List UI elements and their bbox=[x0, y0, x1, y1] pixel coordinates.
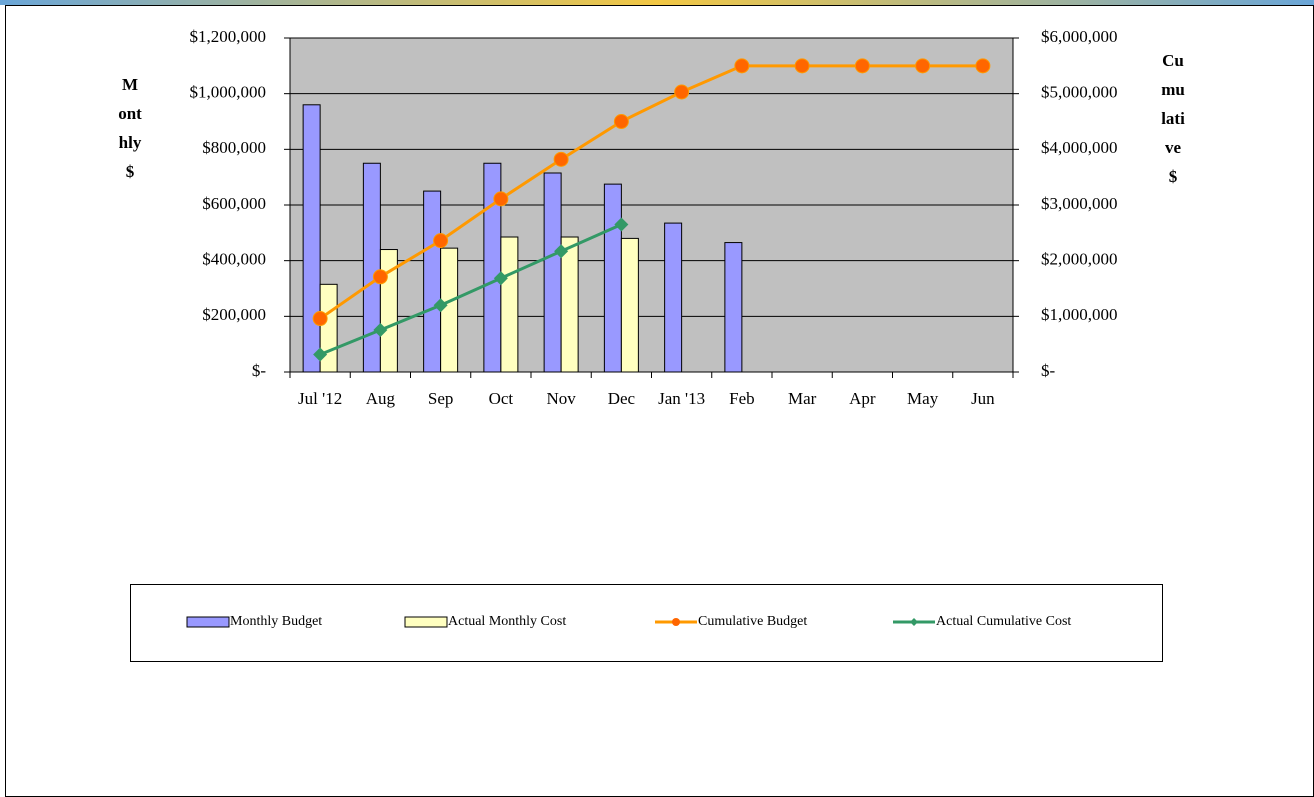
bar bbox=[424, 191, 441, 372]
line-marker bbox=[855, 59, 869, 73]
bar bbox=[544, 173, 561, 372]
legend-marker bbox=[672, 618, 680, 626]
y2-tick-label: $2,000,000 bbox=[1041, 250, 1118, 269]
bar bbox=[303, 105, 320, 372]
x-tick-label: Feb bbox=[729, 389, 755, 408]
line-marker bbox=[675, 85, 689, 99]
bar bbox=[561, 237, 578, 372]
y-tick-label: $800,000 bbox=[202, 138, 266, 157]
x-tick-label: Oct bbox=[489, 389, 514, 408]
line-marker bbox=[434, 234, 448, 248]
x-tick-label: Nov bbox=[546, 389, 576, 408]
line-marker bbox=[614, 115, 628, 129]
bar bbox=[441, 248, 458, 372]
line-marker bbox=[313, 312, 327, 326]
legend-label: Monthly Budget bbox=[230, 614, 322, 629]
x-tick-label: Jun bbox=[971, 389, 995, 408]
legend-swatch bbox=[187, 617, 229, 627]
x-tick-label: Sep bbox=[428, 389, 454, 408]
top-strip bbox=[0, 0, 1314, 5]
line-marker bbox=[916, 59, 930, 73]
legend-swatch bbox=[405, 617, 447, 627]
line-marker bbox=[494, 192, 508, 206]
page: $- $200,000 $400,000 $600,000 $800,000 $1,000… bbox=[0, 0, 1314, 797]
bar bbox=[621, 238, 638, 372]
legend-label: Actual Monthly Cost bbox=[448, 614, 566, 629]
bar bbox=[665, 223, 682, 372]
y-tick-label: $1,000,000 bbox=[190, 83, 267, 102]
x-tick-label: Dec bbox=[608, 389, 636, 408]
x-tick-label: May bbox=[907, 389, 939, 408]
y2-tick-label: $5,000,000 bbox=[1041, 83, 1118, 102]
y2-tick-label: $1,000,000 bbox=[1041, 305, 1118, 324]
y2-axis-title: Cumulative $ bbox=[1161, 46, 1185, 191]
line-marker bbox=[735, 59, 749, 73]
y-tick-label: $400,000 bbox=[202, 250, 266, 269]
y-tick-label: $- bbox=[252, 361, 267, 380]
legend-label: Actual Cumulative Cost bbox=[936, 614, 1071, 629]
y2-tick-label: $- bbox=[1041, 361, 1056, 380]
bar bbox=[604, 184, 621, 372]
x-tick-label: Jul '12 bbox=[298, 389, 342, 408]
bar bbox=[501, 237, 518, 372]
y-axis-title: Monthly $ bbox=[118, 70, 142, 186]
bar bbox=[725, 243, 742, 372]
y-tick-label: $600,000 bbox=[202, 194, 266, 213]
x-tick-label: Aug bbox=[366, 389, 396, 408]
line-marker bbox=[554, 152, 568, 166]
x-tick-label: Mar bbox=[788, 389, 817, 408]
bar bbox=[363, 163, 380, 372]
y2-tick-label: $6,000,000 bbox=[1041, 27, 1118, 46]
y-tick-label: $1,200,000 bbox=[190, 27, 267, 46]
y2-tick-label: $4,000,000 bbox=[1041, 138, 1118, 157]
x-tick-label: Jan '13 bbox=[658, 389, 705, 408]
chart: $- $200,000 $400,000 $600,000 $800,000 $1,000… bbox=[0, 0, 1314, 797]
x-tick-label: Apr bbox=[849, 389, 876, 408]
y-tick-label: $200,000 bbox=[202, 305, 266, 324]
line-marker bbox=[373, 270, 387, 284]
y2-tick-label: $3,000,000 bbox=[1041, 194, 1118, 213]
line-marker bbox=[795, 59, 809, 73]
line-marker bbox=[976, 59, 990, 73]
legend-label: Cumulative Budget bbox=[698, 614, 807, 629]
